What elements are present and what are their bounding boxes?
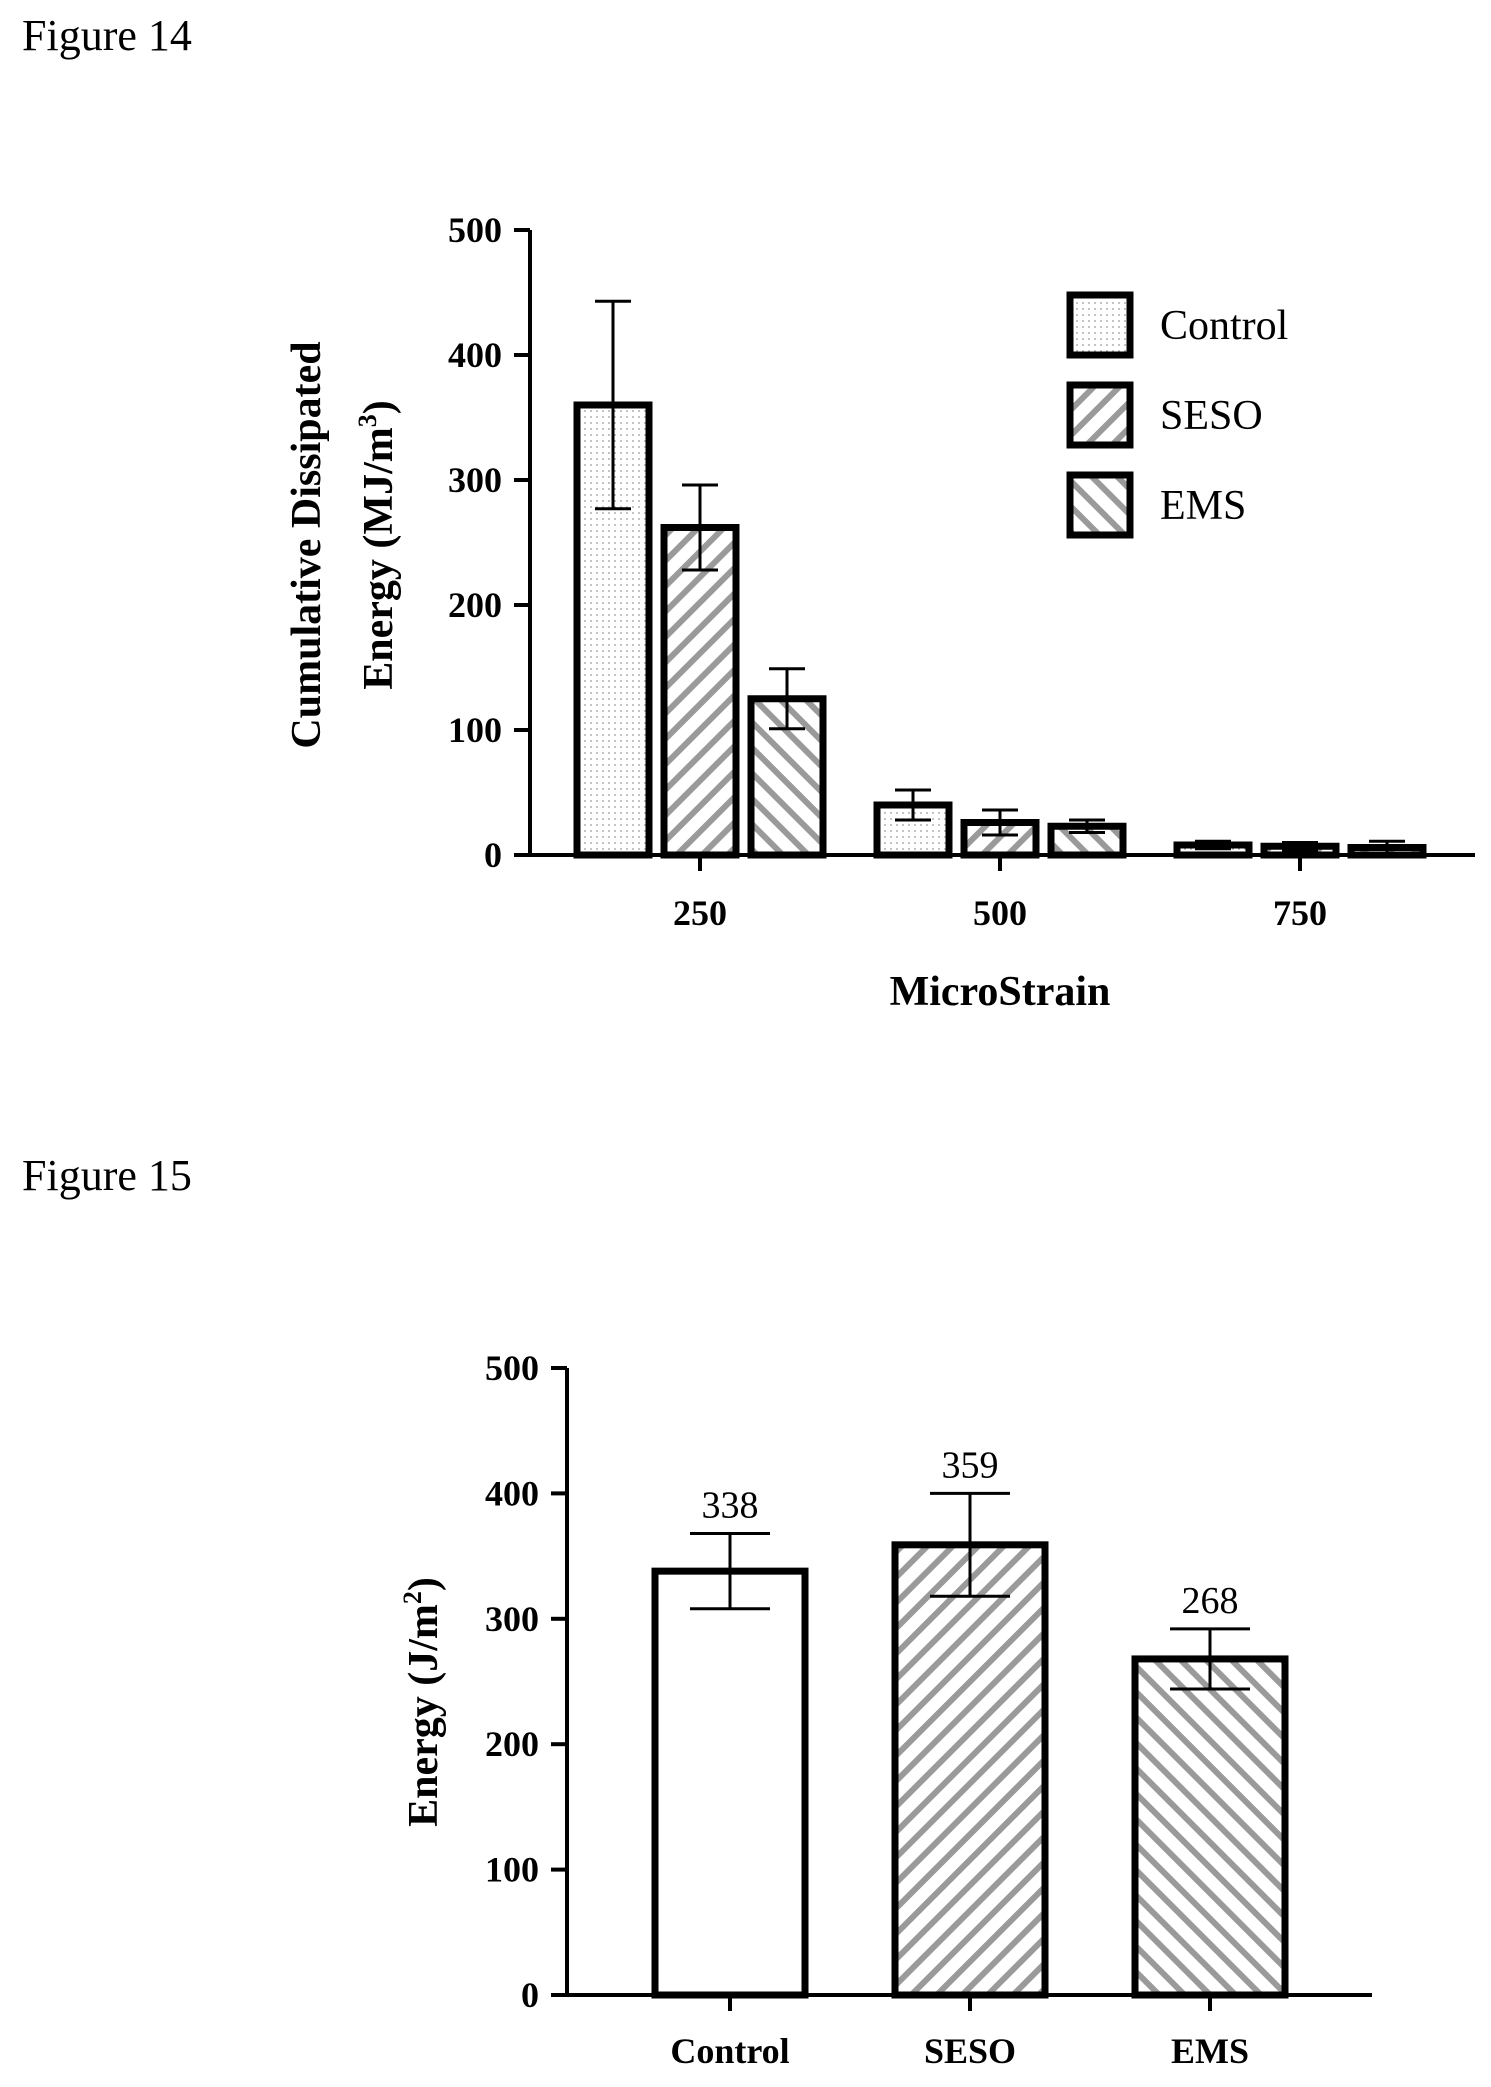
chart2-y-axis-title: Energy (J/m2) [398,1577,447,1827]
chart2-data-label: 359 [942,1444,999,1486]
chart1-y-axis-title-line2: Energy (MJ/m3) [353,400,402,689]
chart2-data-label: 268 [1182,1580,1239,1622]
chart1-y-tick-label: 300 [448,460,502,500]
chart1-legend-swatch [1066,381,1134,449]
chart2-y-tick-label: 200 [485,1724,539,1764]
chart1-legend-label: Control [1160,303,1288,349]
figure-14-label: Figure 14 [22,11,192,60]
chart1-y-axis-title-line1: Cumulative Dissipated [284,341,330,748]
chart1-plot: 0 100 200 300 400 500 250 500 750 Control SESO EMS [448,210,1475,933]
chart2-bar [891,1541,1049,1999]
chart2-y-axis-title-sup: 2 [398,1591,427,1604]
chart1-y-tick-label: 500 [448,210,502,250]
chart1-y-axis-title-main: Energy (MJ/m [356,427,402,689]
chart1-y-tick-label: 0 [484,835,502,875]
chart1-x-tick-label: 500 [973,893,1027,933]
chart2-x-tick-label: EMS [1171,2031,1249,2071]
chart1-x-tick-label: 750 [1273,893,1327,933]
chart2-y-axis-title-end: ) [401,1577,447,1591]
chart2-y-tick-label: 400 [485,1473,539,1513]
chart1-legend-label: SESO [1160,393,1263,439]
chart1-y-axis-title-end: ) [356,400,402,414]
chart2-x-tick-label: Control [670,2031,789,2071]
figure-15-label: Figure 15 [22,1151,192,1200]
chart1-y-tick-label: 200 [448,585,502,625]
chart1-legend-swatch [1066,291,1134,359]
chart1-legend-swatch [1066,471,1134,539]
chart1-y-tick-label: 100 [448,710,502,750]
chart1-legend-label: EMS [1160,483,1246,529]
chart2-bar [651,1567,809,1999]
chart2-data-label: 338 [702,1485,759,1527]
chart2-y-tick-label: 300 [485,1599,539,1639]
chart1-bar [660,524,740,859]
chart1-x-axis-title: MicroStrain [890,969,1111,1015]
chart1-y-tick-label: 400 [448,335,502,375]
chart2-y-tick-label: 100 [485,1850,539,1890]
chart2-bar [1131,1655,1289,1999]
chart2-plot: 0 100 200 300 400 500 338 Control 359 SESO 268 EMS [485,1348,1372,2071]
chart1-x-tick-label: 250 [673,893,727,933]
chart1-y-axis-title-sup: 3 [353,414,382,427]
chart2-y-tick-label: 500 [485,1348,539,1388]
chart2-y-tick-label: 0 [521,1975,539,2015]
chart2-x-tick-label: SESO [924,2031,1016,2071]
chart2-y-axis-title-main: Energy (J/m [401,1604,447,1827]
